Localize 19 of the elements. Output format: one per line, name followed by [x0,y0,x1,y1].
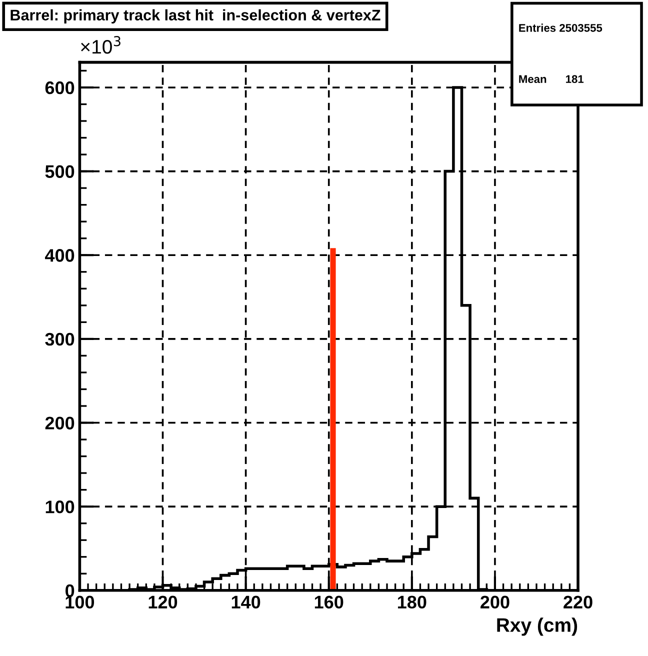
x-tick-label: 180 [398,596,426,609]
y-tick-label: 300 [45,332,74,346]
text: Entries 2503555 [519,24,602,32]
y-tick-label: 200 [45,416,74,430]
text: ×10$^{3}$ [81,36,120,54]
x-axis-title: Rxy (cm) [497,618,578,636]
x-tick-label: 160 [314,596,344,609]
y-tick-label: 400 [44,249,74,262]
x-tick-label: 100 [66,596,94,609]
y-tick-label: 100 [46,500,74,514]
y-tick-label: 500 [45,165,74,178]
x-tick-label: 200 [480,596,510,609]
x-tick-label: 140 [232,596,260,609]
chart-title: Barrel: primary track last hit in-selection & vertexZ [10,9,380,24]
y-tick-label: 0 [66,584,74,598]
x-tick-label: 220 [564,596,592,609]
annotation: Mean 181 [519,75,584,84]
x-tick-label: 120 [148,596,178,609]
y-tick-label: 600 [45,81,74,94]
